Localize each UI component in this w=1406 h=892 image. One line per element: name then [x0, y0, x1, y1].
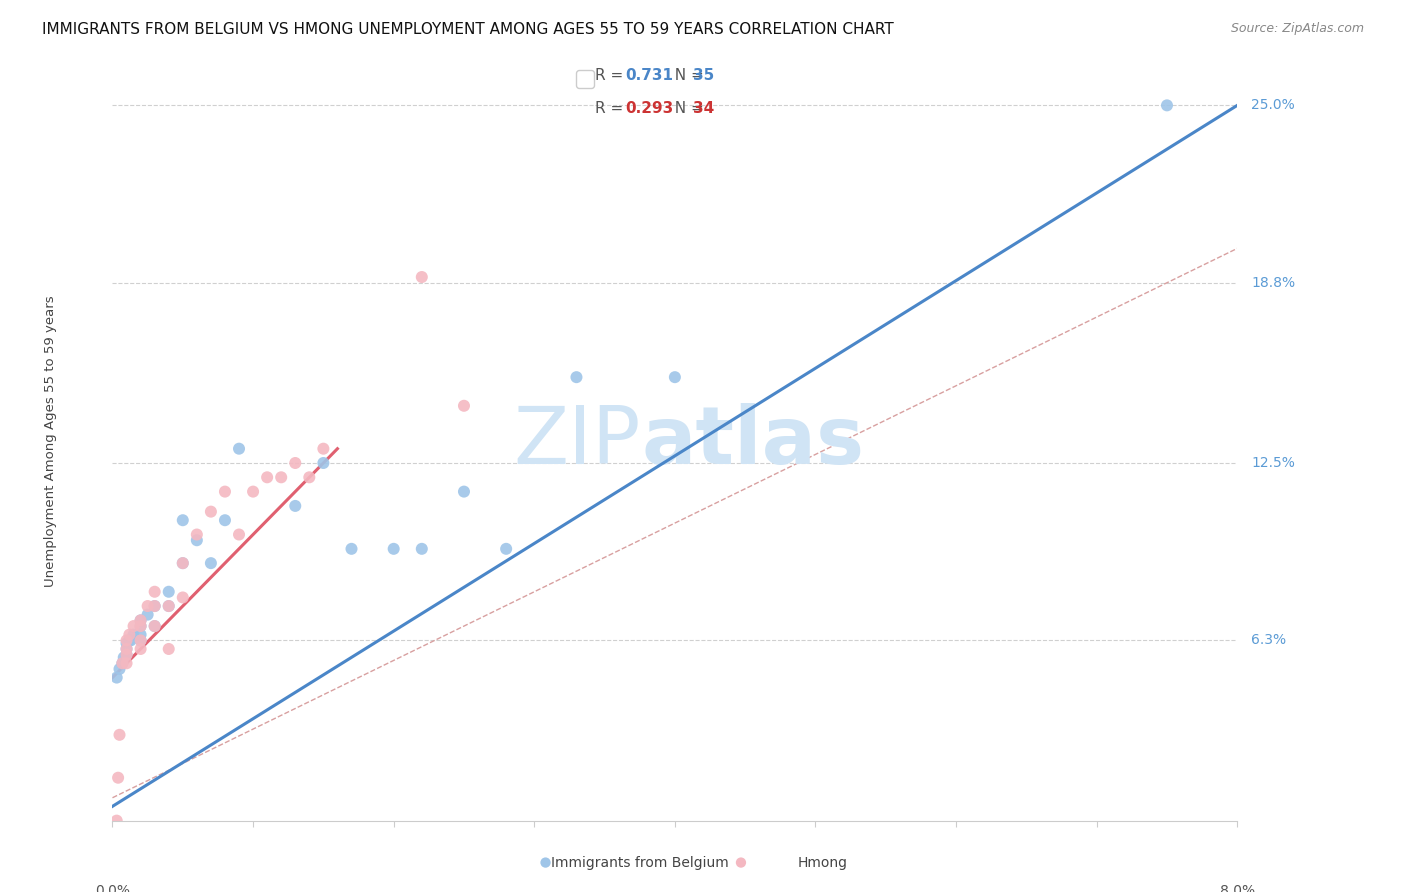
Point [129, 628, 152, 642]
Point [105, 671, 128, 685]
Point [411, 541, 433, 556]
Point [340, 541, 363, 556]
Point [129, 613, 152, 627]
Legend:  [575, 70, 595, 88]
Point [115, 648, 138, 662]
Text: 0.0%: 0.0% [96, 884, 129, 892]
Point [111, 657, 134, 671]
Point [453, 484, 475, 499]
Point [534, 855, 557, 870]
Point [143, 619, 166, 633]
Text: 25.0%: 25.0% [1251, 98, 1295, 112]
Point [312, 442, 335, 456]
Point [115, 636, 138, 650]
Point [157, 642, 180, 657]
Point [200, 505, 222, 519]
Point [129, 633, 152, 648]
Point [129, 619, 152, 633]
Point [284, 499, 307, 513]
Point [143, 599, 166, 613]
Text: 8.0%: 8.0% [1220, 884, 1254, 892]
Point [122, 628, 145, 642]
Point [115, 642, 138, 657]
Point [107, 771, 129, 785]
Point [228, 527, 250, 541]
Point [115, 648, 138, 662]
Point [565, 370, 588, 384]
Point [120, 633, 142, 648]
Text: ZIP: ZIP [513, 402, 641, 481]
Point [186, 527, 208, 541]
Point [228, 442, 250, 456]
Point [157, 584, 180, 599]
Point [157, 599, 180, 613]
Point [115, 657, 138, 671]
Point [298, 470, 321, 484]
Point [108, 728, 131, 742]
Point [143, 584, 166, 599]
Text: atlas: atlas [641, 402, 865, 481]
Point [172, 513, 194, 527]
Point [214, 513, 236, 527]
Text: IMMIGRANTS FROM BELGIUM VS HMONG UNEMPLOYMENT AMONG AGES 55 TO 59 YEARS CORRELAT: IMMIGRANTS FROM BELGIUM VS HMONG UNEMPLO… [42, 22, 894, 37]
Text: 34: 34 [693, 102, 714, 116]
Point [284, 456, 307, 470]
Point [1156, 98, 1178, 112]
Point [172, 556, 194, 570]
Point [122, 619, 145, 633]
Point [730, 855, 752, 870]
Text: Unemployment Among Ages 55 to 59 years: Unemployment Among Ages 55 to 59 years [44, 296, 58, 587]
Point [664, 370, 686, 384]
Text: Source: ZipAtlas.com: Source: ZipAtlas.com [1230, 22, 1364, 36]
Point [136, 599, 159, 613]
Point [136, 607, 159, 622]
Point [411, 270, 433, 285]
Point [242, 484, 264, 499]
Text: 12.5%: 12.5% [1251, 456, 1295, 470]
Point [186, 533, 208, 548]
Text: Immigrants from Belgium: Immigrants from Belgium [551, 855, 728, 870]
Point [111, 657, 134, 671]
Text: 35: 35 [693, 69, 714, 83]
Point [143, 619, 166, 633]
Point [105, 814, 128, 828]
Text: R =: R = [595, 69, 628, 83]
Point [143, 599, 166, 613]
Point [129, 642, 152, 657]
Text: 0.293: 0.293 [626, 102, 673, 116]
Point [200, 556, 222, 570]
Point [453, 399, 475, 413]
Text: 18.8%: 18.8% [1251, 276, 1295, 290]
Point [495, 541, 517, 556]
Text: 0.731: 0.731 [626, 69, 673, 83]
Point [108, 662, 131, 676]
Point [115, 642, 138, 657]
Point [270, 470, 292, 484]
Text: R =: R = [595, 102, 628, 116]
Point [118, 628, 141, 642]
Point [312, 456, 335, 470]
Point [382, 541, 405, 556]
Point [172, 591, 194, 605]
Point [129, 633, 152, 648]
Point [256, 470, 278, 484]
Point [157, 599, 180, 613]
Point [118, 633, 141, 648]
Point [112, 650, 135, 665]
Text: N =: N = [665, 102, 709, 116]
Point [214, 484, 236, 499]
Text: 6.3%: 6.3% [1251, 633, 1286, 648]
Text: N =: N = [665, 69, 709, 83]
Point [129, 619, 152, 633]
Point [172, 556, 194, 570]
Text: Hmong: Hmong [797, 855, 848, 870]
Point [129, 613, 152, 627]
Point [115, 633, 138, 648]
